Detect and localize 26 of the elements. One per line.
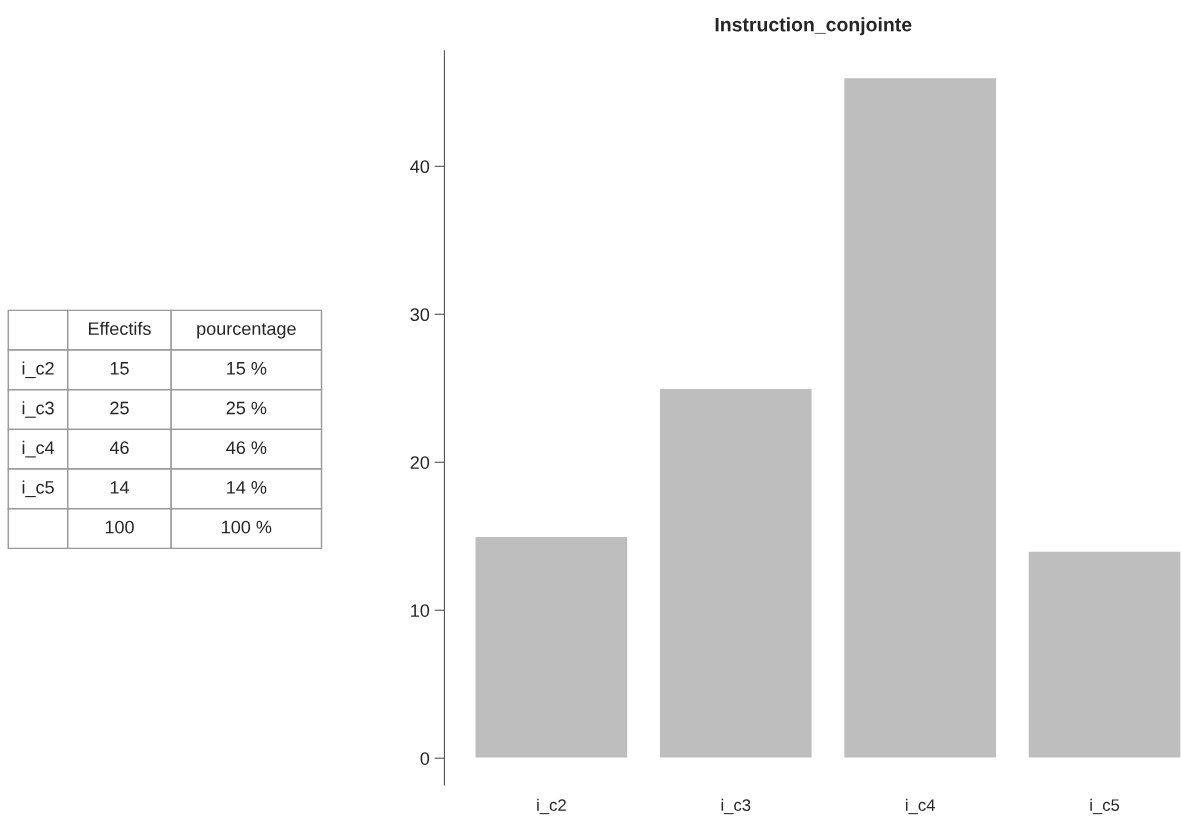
text: 46 %	[226, 441, 267, 455]
category-label: i_c2	[22, 361, 54, 379]
chart-title: Instruction_conjointe	[715, 17, 912, 36]
text: 100 %	[222, 520, 272, 534]
x-tick-label: i_c4	[905, 798, 935, 815]
y-tick-label: 0	[420, 752, 430, 765]
x-tick-label: i_c2	[537, 798, 566, 815]
y-tick-label: 10	[411, 604, 430, 617]
x-tick-label: i_c3	[721, 798, 751, 815]
category-label: i_c4	[22, 440, 55, 458]
text: Effectifs	[89, 321, 151, 336]
text: 15	[110, 362, 129, 375]
text: 14 %	[227, 481, 267, 494]
text: 25	[110, 401, 129, 415]
text: 100	[105, 520, 134, 534]
text: 25 %	[226, 401, 267, 415]
x-tick-label: i_c5	[1090, 798, 1120, 815]
text: pourcentage	[197, 323, 296, 339]
category-label: i_c5	[22, 480, 54, 498]
y-tick-label: 40	[410, 160, 430, 174]
y-tick-label: 30	[410, 308, 430, 322]
y-tick-label: 20	[410, 456, 430, 469]
text: 46	[109, 441, 129, 455]
category-label: i_c3	[22, 401, 54, 418]
text: 14	[110, 481, 129, 494]
text: 15 %	[227, 362, 267, 375]
